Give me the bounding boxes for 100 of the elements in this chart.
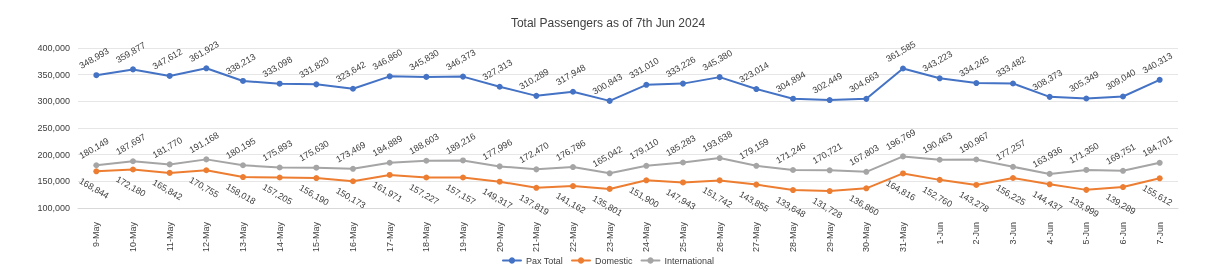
y-tick-label: 350,000 (37, 69, 70, 80)
point (1156, 76, 1163, 83)
point (680, 179, 686, 186)
point (313, 164, 320, 171)
point (936, 156, 943, 163)
point (680, 159, 686, 166)
x-tick-label: 5-Jun (1081, 222, 1092, 245)
point (680, 80, 686, 87)
point (496, 163, 503, 170)
point (900, 65, 906, 72)
point (533, 166, 540, 173)
point (936, 176, 943, 183)
x-tick-label: 21-May (531, 221, 542, 253)
point (753, 86, 760, 93)
y-tick-label: 100,000 (37, 203, 70, 213)
point (386, 73, 393, 80)
point (203, 65, 210, 72)
x-tick-label: 11-May (164, 221, 175, 252)
point (166, 72, 173, 79)
x-tick-label: 23-May (604, 221, 615, 253)
point (643, 162, 650, 169)
point (606, 185, 613, 192)
point (533, 92, 540, 99)
point (1083, 166, 1090, 173)
point (496, 178, 503, 185)
point (570, 183, 576, 190)
point (936, 75, 943, 82)
point (166, 161, 173, 168)
point (570, 164, 576, 171)
point (276, 80, 283, 87)
chart-title: Total Passengers as of 7th Jun 2024 (510, 16, 706, 30)
y-tick-label: 150,000 (37, 176, 70, 187)
point (460, 73, 466, 80)
x-tick-label: 3-Jun (1008, 222, 1018, 245)
x-tick-label: 19-May (458, 221, 468, 253)
x-tick-label: 17-May (384, 221, 395, 253)
x-tick-label: 30-May (861, 221, 872, 253)
point (900, 153, 906, 160)
point (1156, 175, 1163, 182)
point (130, 166, 136, 173)
point (423, 73, 430, 80)
x-tick-label: 14-May (274, 221, 285, 253)
point (313, 81, 320, 88)
point (460, 174, 466, 181)
point (570, 88, 576, 95)
x-tick-label: 31-May (898, 221, 908, 253)
y-tick-label: 400,000 (37, 43, 70, 53)
x-tick-label: 13-May (238, 221, 248, 253)
point (166, 169, 173, 176)
point (93, 72, 100, 79)
legend-label: International (664, 255, 715, 266)
point (423, 157, 430, 164)
point (826, 188, 833, 195)
point (93, 168, 100, 175)
x-tick-label: 15-May (311, 221, 322, 253)
x-tick-label: 20-May (494, 221, 505, 253)
point (130, 158, 136, 165)
y-tick-label: 200,000 (37, 149, 70, 160)
point (643, 177, 650, 184)
point (1046, 170, 1053, 177)
point (533, 184, 540, 191)
point (1120, 167, 1126, 174)
x-tick-label: 27-May (751, 221, 762, 253)
x-tick-label: 28-May (788, 221, 798, 253)
x-tick-label: 29-May (824, 221, 835, 253)
point (460, 157, 466, 164)
point (790, 95, 796, 102)
x-tick-label: 2-Jun (971, 222, 982, 245)
x-tick-label: 4-Jun (1044, 222, 1055, 245)
point (386, 171, 393, 178)
x-tick-label: 24-May (641, 221, 652, 253)
legend-label: Pax Total (525, 255, 563, 266)
point (716, 177, 723, 184)
point (1083, 186, 1090, 193)
point (863, 95, 870, 102)
x-tick-label: 22-May (568, 221, 578, 253)
point (1010, 163, 1016, 170)
x-tick-label: 1-Jun (934, 222, 945, 245)
y-tick-label: 300,000 (37, 96, 70, 107)
point (973, 181, 980, 188)
point (1010, 80, 1016, 87)
point (1046, 181, 1053, 188)
x-tick-label: 26-May (714, 221, 725, 253)
point (386, 159, 393, 166)
point (1010, 175, 1016, 182)
point (313, 175, 320, 182)
point (643, 81, 650, 88)
point (240, 174, 246, 181)
point (826, 97, 833, 104)
point (240, 77, 246, 84)
x-tick-label: 18-May (421, 221, 432, 253)
point (753, 181, 760, 188)
legend-label: Domestic (594, 255, 633, 266)
point (1046, 93, 1053, 100)
point (716, 74, 723, 81)
point (790, 187, 796, 194)
x-tick-label: 7-Jun (1154, 222, 1165, 245)
point (350, 178, 356, 185)
point (606, 170, 613, 177)
point (900, 170, 906, 177)
